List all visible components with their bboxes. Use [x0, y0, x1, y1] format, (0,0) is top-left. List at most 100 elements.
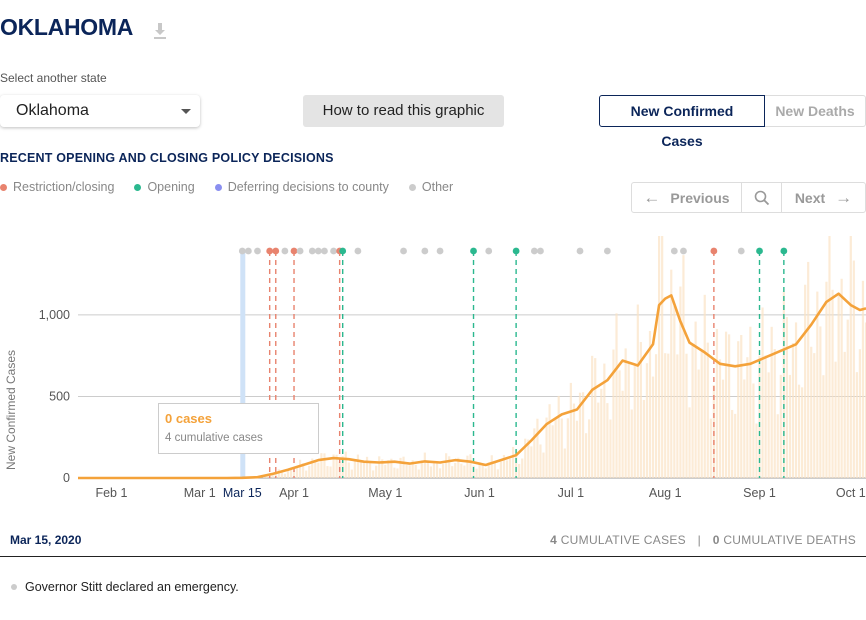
daily-bar — [861, 280, 865, 478]
policy-opening-dot[interactable] — [780, 247, 788, 255]
policy-restriction-dot[interactable] — [272, 247, 280, 255]
daily-bar — [551, 425, 554, 478]
daily-bar — [779, 374, 782, 478]
daily-bar — [703, 294, 706, 478]
daily-bar — [505, 460, 509, 478]
policy-other-dot[interactable] — [576, 247, 584, 255]
state-select[interactable]: Oklahoma — [0, 95, 200, 127]
daily-bar — [618, 370, 621, 478]
next-button[interactable]: Next → — [782, 183, 865, 212]
daily-bar — [475, 468, 478, 478]
legend-label: Deferring decisions to county — [227, 180, 389, 194]
policy-other-dot[interactable] — [436, 247, 444, 255]
daily-bar — [466, 455, 469, 478]
policy-opening-dot[interactable] — [470, 247, 477, 255]
daily-bar — [797, 384, 801, 478]
daily-bar — [289, 467, 293, 478]
daily-bar — [791, 343, 795, 478]
policy-other-dot[interactable] — [321, 247, 328, 255]
daily-bar — [621, 390, 624, 478]
daily-bar — [569, 382, 572, 478]
policy-other-dot[interactable] — [537, 247, 544, 255]
daily-bar — [828, 236, 831, 478]
policy-dots — [238, 247, 788, 255]
policy-restriction-dot[interactable] — [266, 247, 274, 255]
daily-bar — [554, 418, 557, 478]
daily-bar — [314, 461, 317, 478]
policy-opening-dot[interactable] — [756, 247, 763, 255]
daily-bar — [460, 463, 463, 478]
daily-bar — [721, 379, 725, 478]
daily-bar — [743, 379, 746, 478]
chevron-down-icon — [181, 109, 191, 114]
policy-other-dot[interactable] — [680, 247, 687, 255]
policy-restriction-dot[interactable] — [710, 247, 718, 255]
previous-button[interactable]: ← Previous — [632, 183, 742, 212]
policy-other-dot[interactable] — [281, 247, 289, 255]
daily-bar — [627, 363, 630, 478]
policy-other-dot[interactable] — [737, 247, 745, 255]
legend-label: Restriction/closing — [13, 180, 115, 194]
daily-bar — [831, 289, 834, 478]
selected-date-highlight — [240, 251, 246, 478]
policy-other-dot[interactable] — [354, 247, 362, 255]
policy-other-dot[interactable] — [238, 247, 246, 255]
arrow-left-icon: ← — [643, 187, 661, 207]
new-deaths-button[interactable]: New Deaths — [765, 95, 866, 127]
policy-other-dot[interactable] — [485, 247, 493, 255]
daily-bar — [536, 418, 539, 478]
daily-bar — [709, 418, 712, 478]
policy-restriction-dot[interactable] — [290, 247, 298, 255]
x-tick-label: Oct 1 — [836, 486, 866, 500]
daily-bar — [305, 470, 308, 478]
policy-other-dot[interactable] — [244, 247, 252, 255]
policy-other-dot[interactable] — [603, 247, 611, 255]
policy-opening-dot[interactable] — [339, 247, 347, 255]
daily-bar — [767, 372, 770, 478]
tooltip-cumulative: 4 cumulative cases — [165, 432, 263, 444]
search-button[interactable] — [742, 183, 782, 212]
new-confirmed-cases-button[interactable]: New Confirmed Cases — [599, 95, 765, 149]
legend-item-other: Other — [408, 180, 453, 194]
daily-bar — [794, 322, 798, 478]
policy-other-dot[interactable] — [308, 247, 316, 255]
daily-bar — [490, 455, 493, 478]
policy-other-dot[interactable] — [330, 247, 337, 255]
daily-bar — [463, 465, 466, 478]
daily-bar — [323, 453, 326, 478]
download-icon[interactable] — [152, 22, 168, 40]
cumulative-cases-label: CUMULATIVE CASES — [560, 533, 686, 547]
policy-other-dot[interactable] — [254, 247, 261, 255]
daily-bar — [673, 306, 676, 478]
legend-dot — [214, 183, 222, 191]
daily-bar — [277, 469, 280, 478]
metric-toggle: New Confirmed Cases New Deaths — [599, 95, 866, 149]
how-to-read-button[interactable]: How to read this graphic — [303, 95, 504, 127]
policy-other-dot[interactable] — [421, 247, 429, 255]
daily-bar — [302, 463, 305, 478]
daily-bar — [530, 446, 533, 478]
daily-bar — [381, 459, 384, 478]
daily-bar — [353, 460, 356, 478]
daily-bar — [445, 453, 448, 478]
policy-other-dot[interactable] — [314, 247, 322, 255]
daily-bar — [454, 462, 457, 478]
daily-bar — [356, 454, 360, 478]
policy-opening-dot[interactable] — [512, 247, 520, 255]
daily-bar — [630, 409, 633, 478]
daily-bar — [575, 420, 579, 478]
daily-bar — [387, 460, 390, 478]
cases-chart[interactable]: 0 500 1,000 Feb 1 Mar 1 Mar 15 Apr 1 May 1 Jun … — [0, 236, 866, 512]
x-tick-label: Apr 1 — [279, 486, 309, 500]
policy-other-dot[interactable] — [530, 247, 538, 255]
daily-bar — [749, 326, 752, 478]
policy-other-dot[interactable] — [400, 247, 407, 255]
policy-other-dot[interactable] — [670, 247, 678, 255]
daily-bar — [770, 326, 773, 478]
legend-dot — [134, 183, 142, 191]
daily-bar — [691, 344, 694, 478]
daily-bar — [819, 326, 822, 478]
daily-bar — [843, 351, 846, 478]
policy-other-dot[interactable] — [296, 247, 304, 255]
daily-bar — [682, 255, 685, 478]
